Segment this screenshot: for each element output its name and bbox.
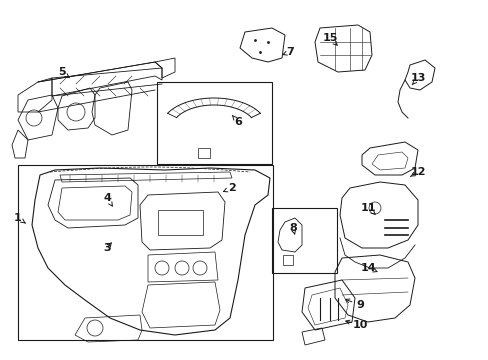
Text: 4: 4 (103, 193, 111, 203)
Text: 12: 12 (409, 167, 425, 177)
Bar (283, 255, 292, 265)
Text: 5: 5 (58, 67, 66, 77)
Text: 6: 6 (234, 117, 242, 127)
Text: 7: 7 (285, 47, 293, 57)
Bar (157, 82, 271, 164)
Bar (18, 165, 272, 340)
Text: 13: 13 (409, 73, 425, 83)
Text: 8: 8 (288, 223, 296, 233)
Text: 14: 14 (360, 263, 375, 273)
Text: 15: 15 (322, 33, 337, 43)
Text: 11: 11 (360, 203, 375, 213)
Text: 2: 2 (228, 183, 235, 193)
Text: 10: 10 (351, 320, 367, 330)
Text: 9: 9 (355, 300, 363, 310)
Bar (271, 208, 336, 273)
Bar (198, 148, 209, 158)
Text: 3: 3 (103, 243, 111, 253)
Bar (158, 210, 203, 235)
Text: 1: 1 (14, 213, 22, 223)
